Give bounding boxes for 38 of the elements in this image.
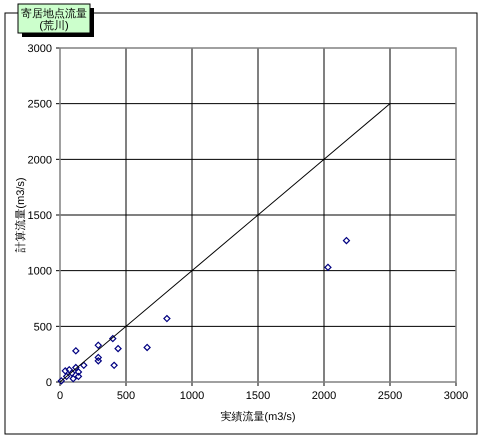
point [62,367,69,374]
point [324,264,332,271]
point [163,314,171,322]
chart-title: 寄居地点流量 [21,7,87,20]
y-tick-label: 3000 [28,43,52,55]
point [66,366,73,374]
x-tick-label: 3000 [444,390,468,402]
point [74,372,82,380]
y-tick-label: 2500 [28,98,52,111]
point [72,347,80,354]
point [70,375,77,382]
y-tick-label: 1000 [28,266,52,278]
point [72,364,80,372]
x-tick-label: 1500 [246,390,270,402]
point [342,237,350,244]
y-tick-label: 1500 [28,210,52,222]
point [63,372,70,380]
x-tick-label: 2500 [378,390,402,402]
chart-subtitle: (荒川) [39,19,69,32]
y-tick-label: 0 [46,377,52,389]
x-axis-title: 実績流量(m3/s) [220,410,296,423]
point [68,369,76,377]
x-tick-label: 0 [56,390,64,402]
point [80,362,88,369]
point [110,362,118,369]
point [94,354,102,362]
point [74,368,82,376]
x-tick-label: 1000 [180,390,204,402]
x-tick-label: 500 [116,390,136,402]
y-tick-label: 2000 [28,154,52,166]
point [94,342,102,349]
x-tick-label: 2000 [312,390,336,402]
point [114,345,122,352]
y-axis-title: 計算流量(m3/s) [14,177,27,253]
point [94,357,102,364]
point [144,344,151,352]
point [109,334,116,342]
y-tick-label: 500 [34,321,52,334]
